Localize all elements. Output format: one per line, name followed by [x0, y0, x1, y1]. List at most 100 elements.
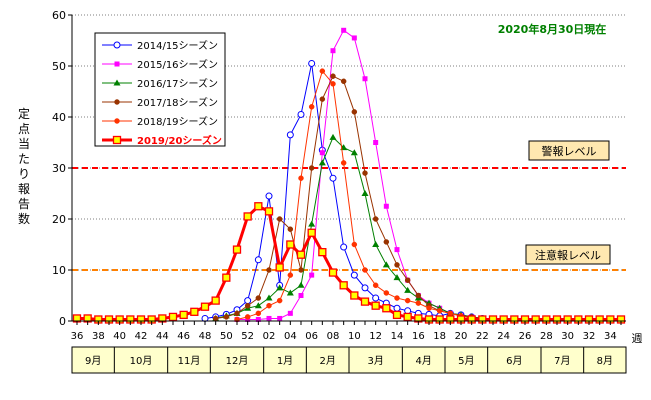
month-label: 1月: [277, 355, 293, 367]
legend-marker: [113, 79, 121, 86]
x-tick-label: 10: [348, 331, 361, 342]
x-tick-labels: 36 38 40 42 44 46 48 50 52 02 04 06 08 10 12 14 16 18 20 22…: [71, 331, 617, 342]
data-point: [371, 301, 380, 310]
data-point: [244, 314, 251, 320]
data-point: [318, 247, 327, 257]
data-point: [394, 295, 400, 301]
data-point: [287, 272, 294, 278]
y-tick-label: 60: [52, 9, 66, 22]
month-label: 4月: [415, 355, 431, 367]
data-point: [298, 293, 304, 298]
month-label: 12月: [226, 355, 249, 367]
data-point: [275, 263, 284, 272]
data-point: [383, 203, 389, 209]
data-point: [286, 289, 294, 296]
x-tick-label: 30: [561, 331, 574, 342]
data-point: [232, 245, 242, 254]
month-bar: 9月 10月 11月 12月 1月 2月 3月 4月 5月 6月 7月 8月: [71, 346, 627, 374]
gridlines: [72, 14, 626, 271]
data-point: [254, 302, 262, 309]
month-label: 11月: [178, 355, 201, 367]
data-point: [254, 202, 263, 211]
data-point: [298, 175, 304, 181]
warning-level-label: 警報レベル: [542, 144, 597, 158]
legend-marker: [112, 135, 122, 145]
legend-entry: 2019/20シーズン: [102, 134, 222, 147]
legend-marker: [114, 61, 120, 67]
data-point: [362, 76, 368, 82]
data-point: [307, 228, 316, 237]
data-point: [372, 241, 380, 247]
month-label: 7月: [554, 355, 570, 367]
data-point: [330, 73, 336, 79]
data-point: [372, 216, 379, 222]
x-tick-label: 42: [135, 331, 148, 342]
x-tick-label: 40: [113, 331, 126, 342]
x-tick-label: 32: [583, 331, 596, 342]
data-point: [372, 294, 380, 302]
data-point: [361, 284, 369, 292]
data-point: [318, 159, 326, 166]
x-tick-label: 28: [540, 331, 553, 342]
data-point: [393, 304, 401, 312]
month-label: 5月: [458, 355, 474, 367]
data-point: [243, 212, 252, 221]
data-point: [308, 59, 316, 67]
data-point: [339, 281, 348, 290]
data-point: [329, 133, 337, 140]
x-tick-label: 46: [177, 331, 190, 342]
data-point: [222, 273, 231, 282]
data-point: [276, 297, 283, 304]
data-point: [244, 297, 252, 305]
data-point: [297, 110, 305, 118]
data-point: [168, 312, 178, 322]
status-date: 2020年8月30日現在: [498, 22, 607, 36]
data-point: [373, 140, 379, 145]
data-point: [265, 192, 273, 200]
data-point: [340, 160, 347, 166]
data-point: [382, 261, 390, 268]
legend-label: 2016/17シーズン: [137, 77, 218, 90]
data-point: [340, 243, 348, 251]
data-point: [286, 131, 294, 139]
x-tick-label: 36: [71, 331, 84, 342]
data-point: [297, 281, 305, 288]
data-point: [287, 310, 293, 316]
data-point: [382, 304, 391, 313]
data-point: [308, 165, 315, 171]
x-tick-label: 48: [199, 331, 212, 342]
y-tick-label: 20: [52, 213, 66, 226]
series-line: [77, 204, 621, 321]
x-tick-label: 16: [412, 331, 425, 342]
month-label: 9月: [85, 355, 101, 367]
reference-lines: [72, 167, 626, 271]
series-line: [204, 63, 494, 320]
warning-level-annotation: 警報レベル: [528, 140, 610, 161]
legend-entry: 2017/18シーズン: [102, 96, 218, 109]
data-point: [266, 302, 272, 309]
data-point: [212, 315, 219, 322]
data-point: [276, 216, 283, 222]
month-label: 3月: [367, 355, 383, 367]
data-point: [328, 268, 338, 277]
data-point: [447, 310, 454, 317]
data-point: [244, 302, 251, 309]
x-tick-label: 02: [263, 331, 276, 342]
data-point: [264, 207, 274, 216]
data-point: [362, 170, 368, 176]
x-tick-label: 38: [92, 331, 105, 342]
advisory-level-label: 注意報レベル: [535, 248, 601, 262]
legend-label: 2019/20シーズン: [137, 134, 222, 147]
data-point: [254, 256, 262, 264]
data-point: [350, 149, 358, 156]
data-point: [319, 150, 325, 156]
data-point: [330, 81, 336, 87]
data-point: [286, 240, 295, 249]
data-point: [404, 277, 411, 283]
data-point: [255, 310, 262, 317]
axes: [68, 14, 626, 325]
x-tick-label: 08: [327, 331, 340, 342]
data-point: [360, 297, 370, 306]
data-point: [403, 312, 412, 322]
